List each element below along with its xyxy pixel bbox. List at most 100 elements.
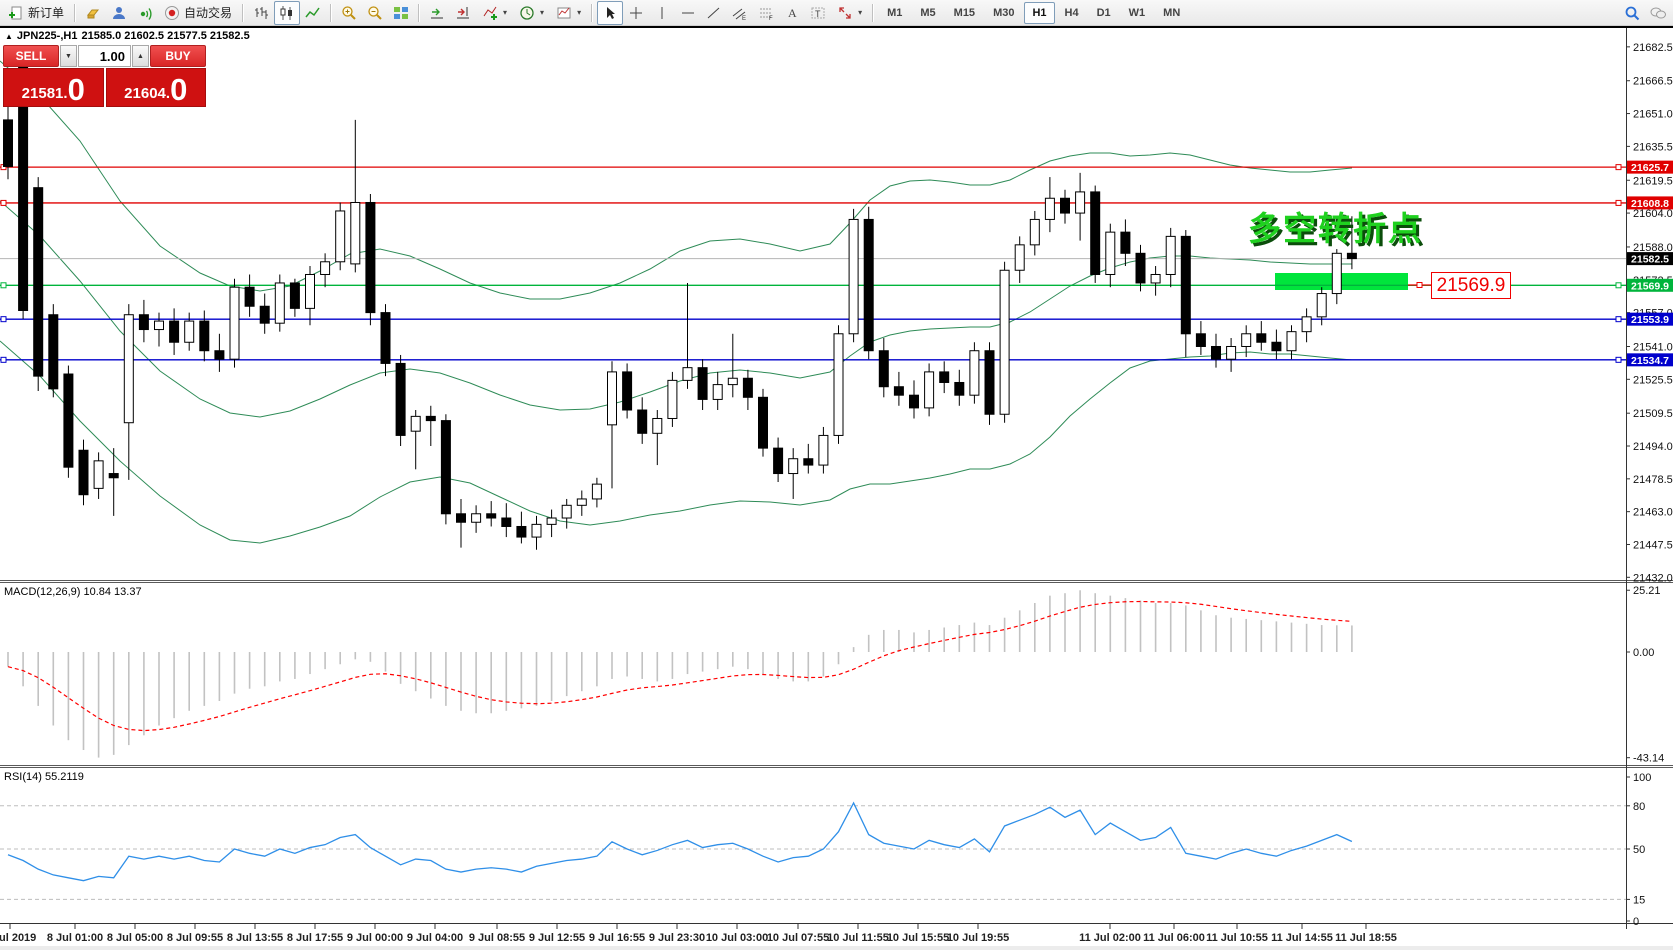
toolbar-group-chart-type bbox=[248, 0, 326, 25]
autoscroll-button[interactable] bbox=[424, 1, 450, 25]
search-button[interactable] bbox=[1619, 1, 1645, 25]
new-order-button[interactable]: 新订单 bbox=[2, 1, 70, 25]
vertical-line-button[interactable] bbox=[649, 1, 675, 25]
zoom-out-icon bbox=[367, 5, 383, 21]
periods-clock-button[interactable]: ▾ bbox=[513, 1, 550, 25]
buy-price-button[interactable]: 21604. 0 bbox=[105, 68, 206, 107]
candle-body bbox=[1135, 252, 1146, 284]
hline-anchor bbox=[1615, 164, 1622, 171]
candle-body bbox=[1316, 293, 1327, 318]
volume-decrease-button[interactable]: ▼ bbox=[60, 45, 77, 67]
collapse-arrow-icon[interactable]: ▲ bbox=[5, 31, 13, 41]
bar-chart-button[interactable] bbox=[248, 1, 274, 25]
horizontal-line-button[interactable] bbox=[675, 1, 701, 25]
dropdown-arrow-icon[interactable]: ▾ bbox=[577, 8, 582, 17]
dropdown-arrow-icon[interactable]: ▾ bbox=[503, 8, 508, 17]
timeframe-m1-button[interactable]: M1 bbox=[887, 6, 903, 19]
candle-body bbox=[591, 483, 602, 500]
price-chart[interactable]: 21682.5 21666.5 21651.0 21635.5 21619.5 21604… bbox=[0, 28, 1673, 946]
arrows-button[interactable]: ▾ bbox=[831, 1, 868, 25]
price-axis-label: 21432.0 bbox=[1633, 572, 1673, 584]
text-label-button[interactable]: T bbox=[805, 1, 831, 25]
svg-text:T: T bbox=[815, 9, 821, 19]
buy-button[interactable]: BUY bbox=[150, 45, 206, 67]
tile-windows-button[interactable] bbox=[388, 1, 414, 25]
candle-body bbox=[1301, 316, 1312, 333]
hline-anchor bbox=[1615, 199, 1622, 206]
candle-body bbox=[576, 498, 587, 506]
sell-price-big-digit: 0 bbox=[67, 72, 85, 107]
tile-windows-icon bbox=[393, 5, 409, 21]
price-tag-21608.8-bg bbox=[1627, 196, 1673, 210]
candle-body bbox=[169, 320, 180, 343]
candle-body bbox=[1256, 333, 1267, 343]
candle-body bbox=[395, 362, 406, 436]
fibonacci-button[interactable]: F bbox=[753, 1, 779, 25]
chart-title: ▲ JPN225-,H1 21585.0 21602.5 21577.5 215… bbox=[5, 30, 250, 42]
buy-price-big-digit: 0 bbox=[170, 72, 188, 107]
chart-annotation-text[interactable]: 多空转折点 bbox=[1248, 210, 1423, 247]
template-icon bbox=[556, 5, 572, 21]
timeframe-mn-button[interactable]: MN bbox=[1163, 6, 1181, 19]
candle-body bbox=[320, 261, 331, 275]
autotrade-icon bbox=[164, 5, 180, 21]
candlestick-icon bbox=[279, 5, 295, 21]
callout-anchor bbox=[1416, 282, 1423, 288]
price-axis-label: 21635.5 bbox=[1633, 141, 1673, 153]
chat-button[interactable] bbox=[1645, 1, 1671, 25]
candle-body bbox=[758, 396, 768, 449]
timeframe-m15-button[interactable]: M15 bbox=[953, 6, 976, 19]
toolbar-group-zoom bbox=[336, 1, 414, 25]
time-axis-label: 10 Jul 15:55 bbox=[887, 932, 949, 944]
new-order-icon bbox=[8, 5, 24, 21]
trendline-button[interactable] bbox=[701, 1, 727, 25]
volume-increase-button[interactable]: ▲ bbox=[132, 45, 149, 67]
profile-button[interactable] bbox=[106, 1, 132, 25]
hline-anchor bbox=[0, 199, 7, 206]
candlestick-button[interactable] bbox=[274, 0, 301, 25]
signal-button[interactable] bbox=[132, 1, 158, 25]
indicators-button[interactable]: ▾ bbox=[476, 1, 513, 25]
sell-price-button[interactable]: 21581. 0 bbox=[3, 68, 104, 107]
timeframe-m30-button[interactable]: M30 bbox=[993, 6, 1015, 19]
timeframe-w1-button[interactable]: W1 bbox=[1128, 6, 1146, 19]
new-order-label: 新订单 bbox=[28, 6, 65, 20]
bar-chart-icon bbox=[253, 5, 269, 21]
timeframe-h1-button[interactable]: H1 bbox=[1024, 1, 1055, 24]
timeframe-m5-button[interactable]: M5 bbox=[920, 6, 936, 19]
line-chart-button[interactable] bbox=[300, 1, 326, 25]
rsi-indicator-label: RSI(14) 55.2119 bbox=[4, 771, 84, 783]
zoom-in-button[interactable] bbox=[336, 1, 362, 25]
fibonacci-icon: F bbox=[758, 5, 774, 21]
toolbar: 新订单 自动交易 ▾ ▾ ▾ E F A T ▾ M1 M5 M15 M30 H1 H4 D1 W1 MN bbox=[0, 0, 1673, 26]
bollinger-middle-band bbox=[0, 200, 1352, 418]
text-button[interactable]: A bbox=[779, 1, 805, 25]
chart-shift-button[interactable] bbox=[450, 1, 476, 25]
dropdown-arrow-icon[interactable]: ▾ bbox=[858, 8, 863, 17]
chart-symbol: JPN225-,H1 bbox=[16, 30, 78, 42]
current-price-tag: 21582.5 bbox=[1631, 254, 1669, 266]
market-watch-button[interactable] bbox=[80, 1, 106, 25]
candle-body bbox=[410, 415, 421, 432]
trendline-icon bbox=[706, 5, 722, 21]
channel-button[interactable]: E bbox=[727, 1, 753, 25]
volume-input[interactable]: 1.00 bbox=[78, 45, 131, 67]
timeframe-h4-button[interactable]: H4 bbox=[1064, 6, 1079, 19]
candle-body bbox=[788, 458, 799, 475]
candle-body bbox=[818, 434, 829, 466]
sell-button[interactable]: SELL bbox=[3, 45, 59, 67]
template-button[interactable]: ▾ bbox=[550, 1, 587, 25]
timeframe-d1-button[interactable]: D1 bbox=[1096, 6, 1111, 19]
price-callout-label[interactable]: 21569.9 bbox=[1431, 272, 1511, 299]
crosshair-button[interactable] bbox=[623, 1, 649, 25]
cursor-button[interactable] bbox=[597, 0, 624, 25]
candle-body bbox=[742, 377, 753, 398]
candle-body bbox=[1150, 273, 1161, 284]
zoom-out-button[interactable] bbox=[362, 1, 388, 25]
dropdown-arrow-icon[interactable]: ▾ bbox=[540, 8, 545, 17]
chart-ohlc: 21585.0 21602.5 21577.5 21582.5 bbox=[81, 30, 250, 42]
time-axis-label: 9 Jul 04:00 bbox=[407, 932, 463, 944]
auto-trading-button[interactable]: 自动交易 bbox=[158, 1, 238, 25]
candle-body bbox=[803, 458, 814, 466]
price-axis-label: 21447.5 bbox=[1633, 539, 1673, 551]
